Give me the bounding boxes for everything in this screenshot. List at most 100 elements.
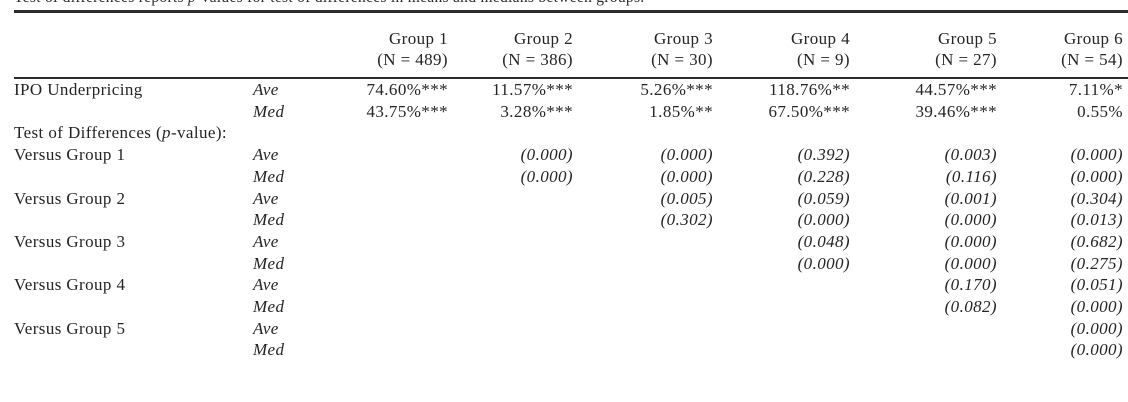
value-cell-group-1: [328, 231, 448, 253]
table-row: Med (0.000): [14, 339, 1128, 361]
value-cell-group-1: [328, 253, 448, 275]
group-n-count: (N = 27): [935, 50, 997, 69]
stat-label: Ave: [253, 188, 279, 208]
value-cell-group-4: [713, 296, 850, 318]
group-name: Group 2: [514, 29, 573, 48]
value-cell-group-6: (0.000): [1070, 145, 1123, 165]
value-cell-group-3: (0.302): [660, 210, 713, 230]
column-header-group-3: Group 3 (N = 30): [573, 11, 713, 79]
stat-label: [253, 122, 328, 144]
value-cell-group-6: (0.000): [1070, 340, 1123, 360]
value-cell-group-3: [573, 296, 713, 318]
value-cell-group-2: (0.000): [520, 145, 573, 165]
value-cell-group-1: [328, 274, 448, 296]
table-row: Med (0.000) (0.000) (0.228) (0.116) (0.000): [14, 166, 1128, 188]
value-cell-group-3: (0.005): [660, 188, 713, 208]
table-row: Test of Differences (p-value):: [14, 122, 1128, 144]
value-cell-group-5: 39.46%***: [915, 101, 997, 121]
value-cell-group-3: [573, 318, 713, 340]
value-cell-group-4: (0.000): [797, 210, 850, 230]
table-row: Versus Group 3 Ave (0.048) (0.000) (0.682): [14, 231, 1128, 253]
value-cell-group-4: [713, 318, 850, 340]
value-cell-group-1: [328, 209, 448, 231]
value-cell-group-2: 3.28%***: [500, 101, 573, 121]
column-header-group-5: Group 5 (N = 27): [850, 11, 997, 79]
value-cell-group-4: 118.76%**: [769, 80, 850, 99]
stat-label: Med: [253, 210, 285, 230]
stat-label: Ave: [253, 318, 279, 338]
value-cell-group-6: [997, 122, 1128, 144]
value-cell-group-4: 67.50%***: [768, 101, 850, 121]
table-row: Versus Group 4 Ave (0.170) (0.051): [14, 274, 1128, 296]
value-cell-group-6: (0.000): [1070, 166, 1123, 186]
stat-label: Ave: [253, 145, 279, 165]
header-spacer-label: [14, 11, 253, 79]
group-n-count: (N = 9): [797, 50, 850, 69]
value-cell-group-1: [328, 339, 448, 361]
row-label: [14, 209, 253, 231]
value-cell-group-5: (0.000): [944, 253, 997, 273]
value-cell-group-6: 0.55%: [1077, 101, 1123, 121]
value-cell-group-3: [573, 339, 713, 361]
table-row: Med 43.75%*** 3.28%*** 1.85%** 67.50%*** 39.4…: [14, 101, 1128, 123]
value-cell-group-5: [850, 339, 997, 361]
row-label: Versus Group 1: [14, 145, 126, 165]
value-cell-group-2: [448, 188, 573, 210]
row-label: [14, 253, 253, 275]
value-cell-group-1: [328, 296, 448, 318]
row-label: [14, 339, 253, 361]
value-cell-group-2: [448, 209, 573, 231]
column-header-group-2: Group 2 (N = 386): [448, 11, 573, 79]
value-cell-group-5: (0.001): [944, 188, 997, 208]
table-row: Versus Group 2 Ave (0.005) (0.059) (0.001) (0…: [14, 188, 1128, 210]
stat-label: Med: [253, 297, 285, 317]
row-label: IPO Underpricing: [14, 80, 143, 99]
group-n-count: (N = 54): [1061, 50, 1123, 69]
value-cell-group-5: (0.116): [945, 166, 997, 186]
group-n-count: (N = 489): [377, 50, 448, 69]
value-cell-group-4: (0.048): [797, 231, 850, 251]
stat-label: Med: [253, 340, 285, 360]
header-spacer-stat: [253, 11, 328, 79]
group-n-count: (N = 386): [502, 50, 573, 69]
row-label: [14, 101, 253, 123]
value-cell-group-2: (0.000): [520, 166, 573, 186]
value-cell-group-4: [713, 274, 850, 296]
value-cell-group-1: [328, 144, 448, 166]
value-cell-group-2: 11.57%***: [492, 80, 573, 99]
value-cell-group-4: (0.000): [797, 253, 850, 273]
stat-label: Ave: [253, 275, 279, 295]
value-cell-group-4: (0.059): [797, 188, 850, 208]
row-label: Versus Group 3: [14, 231, 126, 251]
value-cell-group-6: (0.000): [1070, 318, 1123, 338]
value-cell-group-1: [328, 166, 448, 188]
row-label: [14, 296, 253, 318]
column-header-group-4: Group 4 (N = 9): [713, 11, 850, 79]
value-cell-group-3: 1.85%**: [649, 101, 713, 121]
table-row: Versus Group 1 Ave (0.000) (0.000) (0.392) (0…: [14, 144, 1128, 166]
table-row: Versus Group 5 Ave (0.000): [14, 318, 1128, 340]
stat-label: Med: [253, 101, 285, 121]
value-cell-group-2: [448, 122, 573, 144]
value-cell-group-4: (0.228): [797, 166, 850, 186]
results-table: Group 1 (N = 489) Group 2 (N = 386) Group 3 (…: [14, 10, 1128, 361]
value-cell-group-6: (0.013): [1070, 210, 1123, 230]
value-cell-group-5: (0.000): [944, 210, 997, 230]
value-cell-group-6: (0.000): [1070, 297, 1123, 317]
value-cell-group-5: 44.57%***: [915, 80, 997, 99]
caption-clipped-text: Test of differences reports p-values for…: [14, 0, 644, 7]
results-table-head-row: Group 1 (N = 489) Group 2 (N = 386) Group 3 (…: [14, 11, 1128, 79]
table-row: Med (0.082) (0.000): [14, 296, 1128, 318]
stat-label: Ave: [253, 80, 279, 99]
value-cell-group-5: (0.082): [944, 297, 997, 317]
value-cell-group-5: [850, 318, 997, 340]
value-cell-group-3: [573, 122, 713, 144]
group-name: Group 5: [938, 29, 997, 48]
value-cell-group-1: [328, 122, 448, 144]
group-n-count: (N = 30): [651, 50, 713, 69]
value-cell-group-3: 5.26%***: [640, 80, 713, 99]
table-row: Med (0.000) (0.000) (0.275): [14, 253, 1128, 275]
value-cell-group-1: 74.60%***: [366, 80, 448, 99]
group-name: Group 3: [654, 29, 713, 48]
value-cell-group-4: [713, 339, 850, 361]
